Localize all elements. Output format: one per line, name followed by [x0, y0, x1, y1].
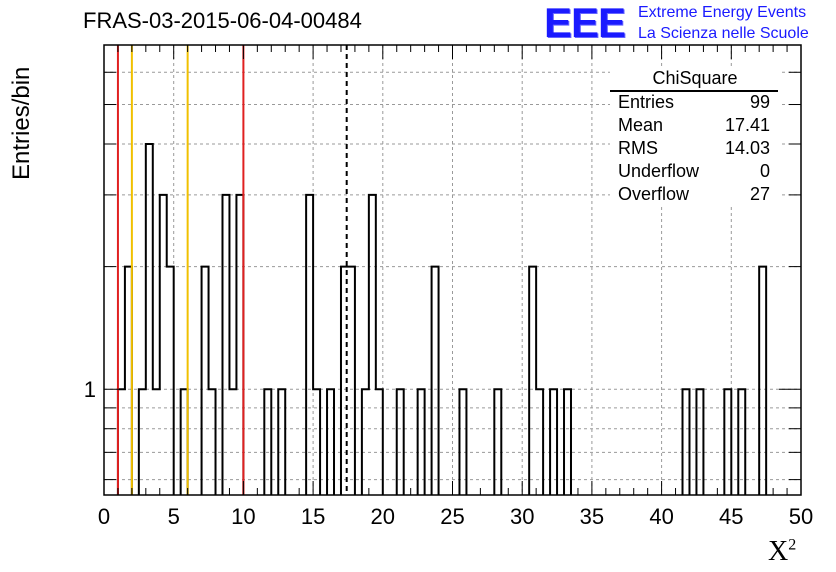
histogram-bin: [167, 267, 174, 495]
histogram-bin: [432, 267, 439, 495]
histogram-bin: [125, 267, 132, 495]
x-tick-label: 15: [301, 504, 325, 529]
stats-row-underflow: Underflow 0: [618, 161, 770, 183]
histogram-bin: [348, 267, 355, 495]
eee-logo: EEE: [544, 0, 626, 46]
histogram-bin: [202, 267, 209, 495]
stats-value: 99: [749, 92, 770, 112]
stats-value: 0: [759, 161, 770, 181]
x-axis-label-text: X: [768, 536, 789, 567]
x-tick-label: 40: [649, 504, 673, 529]
histogram-series: [116, 142, 768, 495]
logo-line-1: Extreme Energy Events: [638, 4, 807, 21]
stats-row-entries: Entries 99: [618, 92, 770, 114]
y-axis-label: Entries/bin: [8, 66, 35, 180]
plot-title: FRAS-03-2015-06-04-00484: [83, 8, 362, 33]
logo-line-2: La Scienza nelle Scuole: [638, 25, 809, 42]
stats-title: ChiSquare: [652, 68, 738, 88]
x-tick-label: 45: [719, 504, 743, 529]
histogram-bin: [160, 195, 167, 495]
stats-label: Mean: [618, 115, 664, 135]
stats-label: Underflow: [618, 161, 700, 181]
stats-value: 27: [749, 184, 770, 204]
x-tick-label: 10: [231, 504, 255, 529]
x-axis-label: X2: [768, 536, 796, 568]
stats-value: 14.03: [724, 138, 770, 158]
x-tick-label: 25: [440, 504, 464, 529]
histogram-bin: [146, 144, 153, 495]
histogram-bin: [369, 195, 376, 495]
x-tick-label: 35: [580, 504, 604, 529]
x-tick-label: 50: [789, 504, 813, 529]
histogram-bin: [236, 195, 243, 495]
x-tick-label: 0: [98, 504, 110, 529]
x-tick-label: 30: [510, 504, 534, 529]
histogram-bin: [222, 195, 229, 495]
x-tick-label: 20: [371, 504, 395, 529]
histogram-bin: [529, 267, 536, 495]
stats-divider: [610, 90, 778, 92]
stats-row-rms: RMS 14.03: [618, 138, 770, 160]
x-tick-label: 5: [168, 504, 180, 529]
stats-row-mean: Mean 17.41: [618, 115, 770, 137]
stats-label: RMS: [618, 138, 658, 158]
histogram-bin: [759, 267, 766, 495]
stats-label: Entries: [618, 92, 675, 112]
stats-box: ChiSquare Entries 99 Mean 17.41 RMS 14.0…: [610, 66, 780, 206]
histogram-bin: [306, 195, 313, 495]
stats-label: Overflow: [618, 184, 690, 204]
x-axis-label-superscript: 2: [788, 536, 797, 554]
stats-row-overflow: Overflow 27: [618, 184, 770, 206]
y-tick-label: 1: [84, 377, 96, 402]
stats-value: 17.41: [724, 115, 770, 135]
